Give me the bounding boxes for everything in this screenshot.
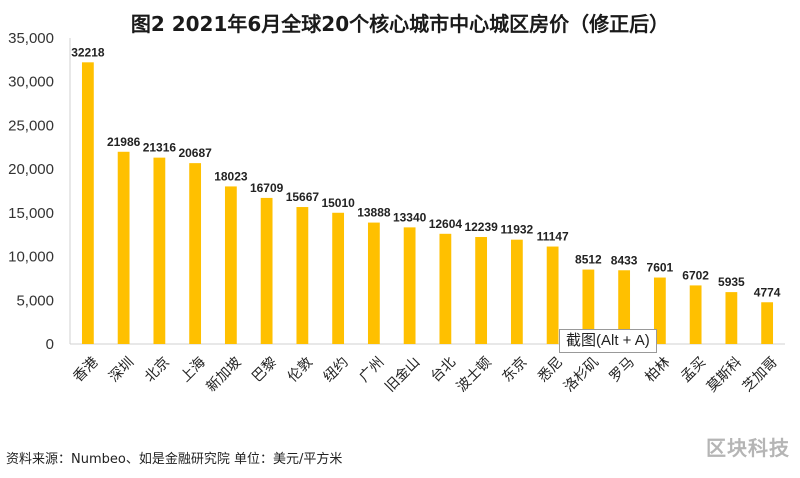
source-note: 资料来源：Numbeo、如是金融研究院 单位：美元/平方米	[6, 452, 343, 467]
x-tick-label: 东京	[499, 354, 530, 385]
bar-9	[403, 227, 416, 344]
y-tick-label: 35,000	[8, 30, 54, 47]
x-tick-label: 台北	[428, 354, 459, 385]
bar-13	[546, 246, 559, 344]
x-tick-label: 广州	[356, 354, 387, 385]
data-label: 15667	[286, 190, 320, 204]
x-tick-label: 北京	[142, 354, 173, 385]
x-tick-label: 柏林	[642, 354, 673, 385]
data-label: 16709	[250, 181, 284, 195]
y-tick-label: 0	[46, 336, 54, 353]
data-label: 11932	[501, 223, 534, 237]
y-tick-labels: 0 5,000 10,000 15,000 20,000 25,000 30,000 35,0…	[8, 30, 54, 353]
watermark: 区块科技	[706, 436, 790, 460]
bar-15	[618, 270, 631, 344]
x-tick-label: 孟买	[678, 354, 709, 385]
bar-11	[475, 236, 488, 344]
bar-19	[761, 302, 774, 344]
data-label: 32218	[71, 45, 105, 59]
y-tick-label: 20,000	[8, 161, 54, 178]
bar-2	[153, 157, 166, 344]
bar-7	[332, 212, 345, 344]
x-tick-label: 波士顿	[454, 354, 495, 395]
data-label: 13340	[393, 210, 427, 224]
data-label: 5935	[718, 275, 745, 289]
y-tick-label: 10,000	[8, 249, 54, 266]
bar-10	[439, 233, 452, 344]
data-label: 20687	[178, 146, 212, 160]
data-label: 15010	[321, 196, 355, 210]
bar-17	[689, 285, 702, 344]
data-label: 4774	[754, 285, 781, 299]
data-label: 8433	[611, 253, 638, 267]
data-label: 21316	[143, 141, 177, 155]
x-tick-label: 罗马	[607, 354, 638, 385]
data-label: 7601	[647, 261, 674, 275]
bar-12	[510, 239, 523, 344]
bar-5	[260, 197, 273, 344]
bar-8	[367, 222, 380, 344]
data-label: 12239	[464, 220, 498, 234]
x-tick-label: 新加坡	[203, 354, 244, 395]
x-tick-label: 莫斯科	[704, 354, 745, 395]
y-tick-label: 30,000	[8, 74, 54, 91]
x-tick-label: 伦敦	[285, 354, 316, 385]
data-label: 8512	[575, 253, 602, 267]
data-label: 12604	[429, 217, 463, 231]
bar-6	[296, 207, 309, 344]
data-label: 6702	[682, 268, 709, 282]
x-tick-label: 悉尼	[535, 354, 566, 385]
y-tick-label: 5,000	[16, 292, 54, 309]
bar-0	[81, 62, 94, 344]
x-tick-label: 巴黎	[249, 354, 280, 385]
chart-title: 图2 2021年6月全球20个核心城市中心城区房价（修正后）	[130, 12, 670, 36]
data-label: 21986	[107, 135, 141, 149]
x-tick-label: 香港	[70, 354, 101, 385]
screenshot-tooltip: 截图(Alt + A)	[559, 329, 657, 353]
y-tick-label: 15,000	[8, 205, 54, 222]
bars	[81, 62, 774, 344]
x-tick-label: 洛杉矶	[561, 354, 602, 395]
x-tick-label: 旧金山	[382, 354, 423, 395]
x-tick-label: 芝加哥	[740, 354, 781, 395]
data-label: 13888	[357, 206, 391, 220]
bar-18	[725, 292, 738, 344]
y-tick-label: 25,000	[8, 117, 54, 134]
bar-4	[224, 186, 237, 344]
bar-1	[117, 151, 130, 344]
data-label: 18023	[214, 169, 248, 183]
bar-16	[653, 277, 666, 344]
data-label: 11147	[537, 230, 569, 244]
x-tick-label: 深圳	[106, 354, 137, 385]
x-tick-label: 纽约	[321, 354, 352, 385]
x-tick-label: 上海	[178, 354, 209, 385]
bar-14	[582, 269, 595, 344]
bar-3	[189, 163, 202, 344]
